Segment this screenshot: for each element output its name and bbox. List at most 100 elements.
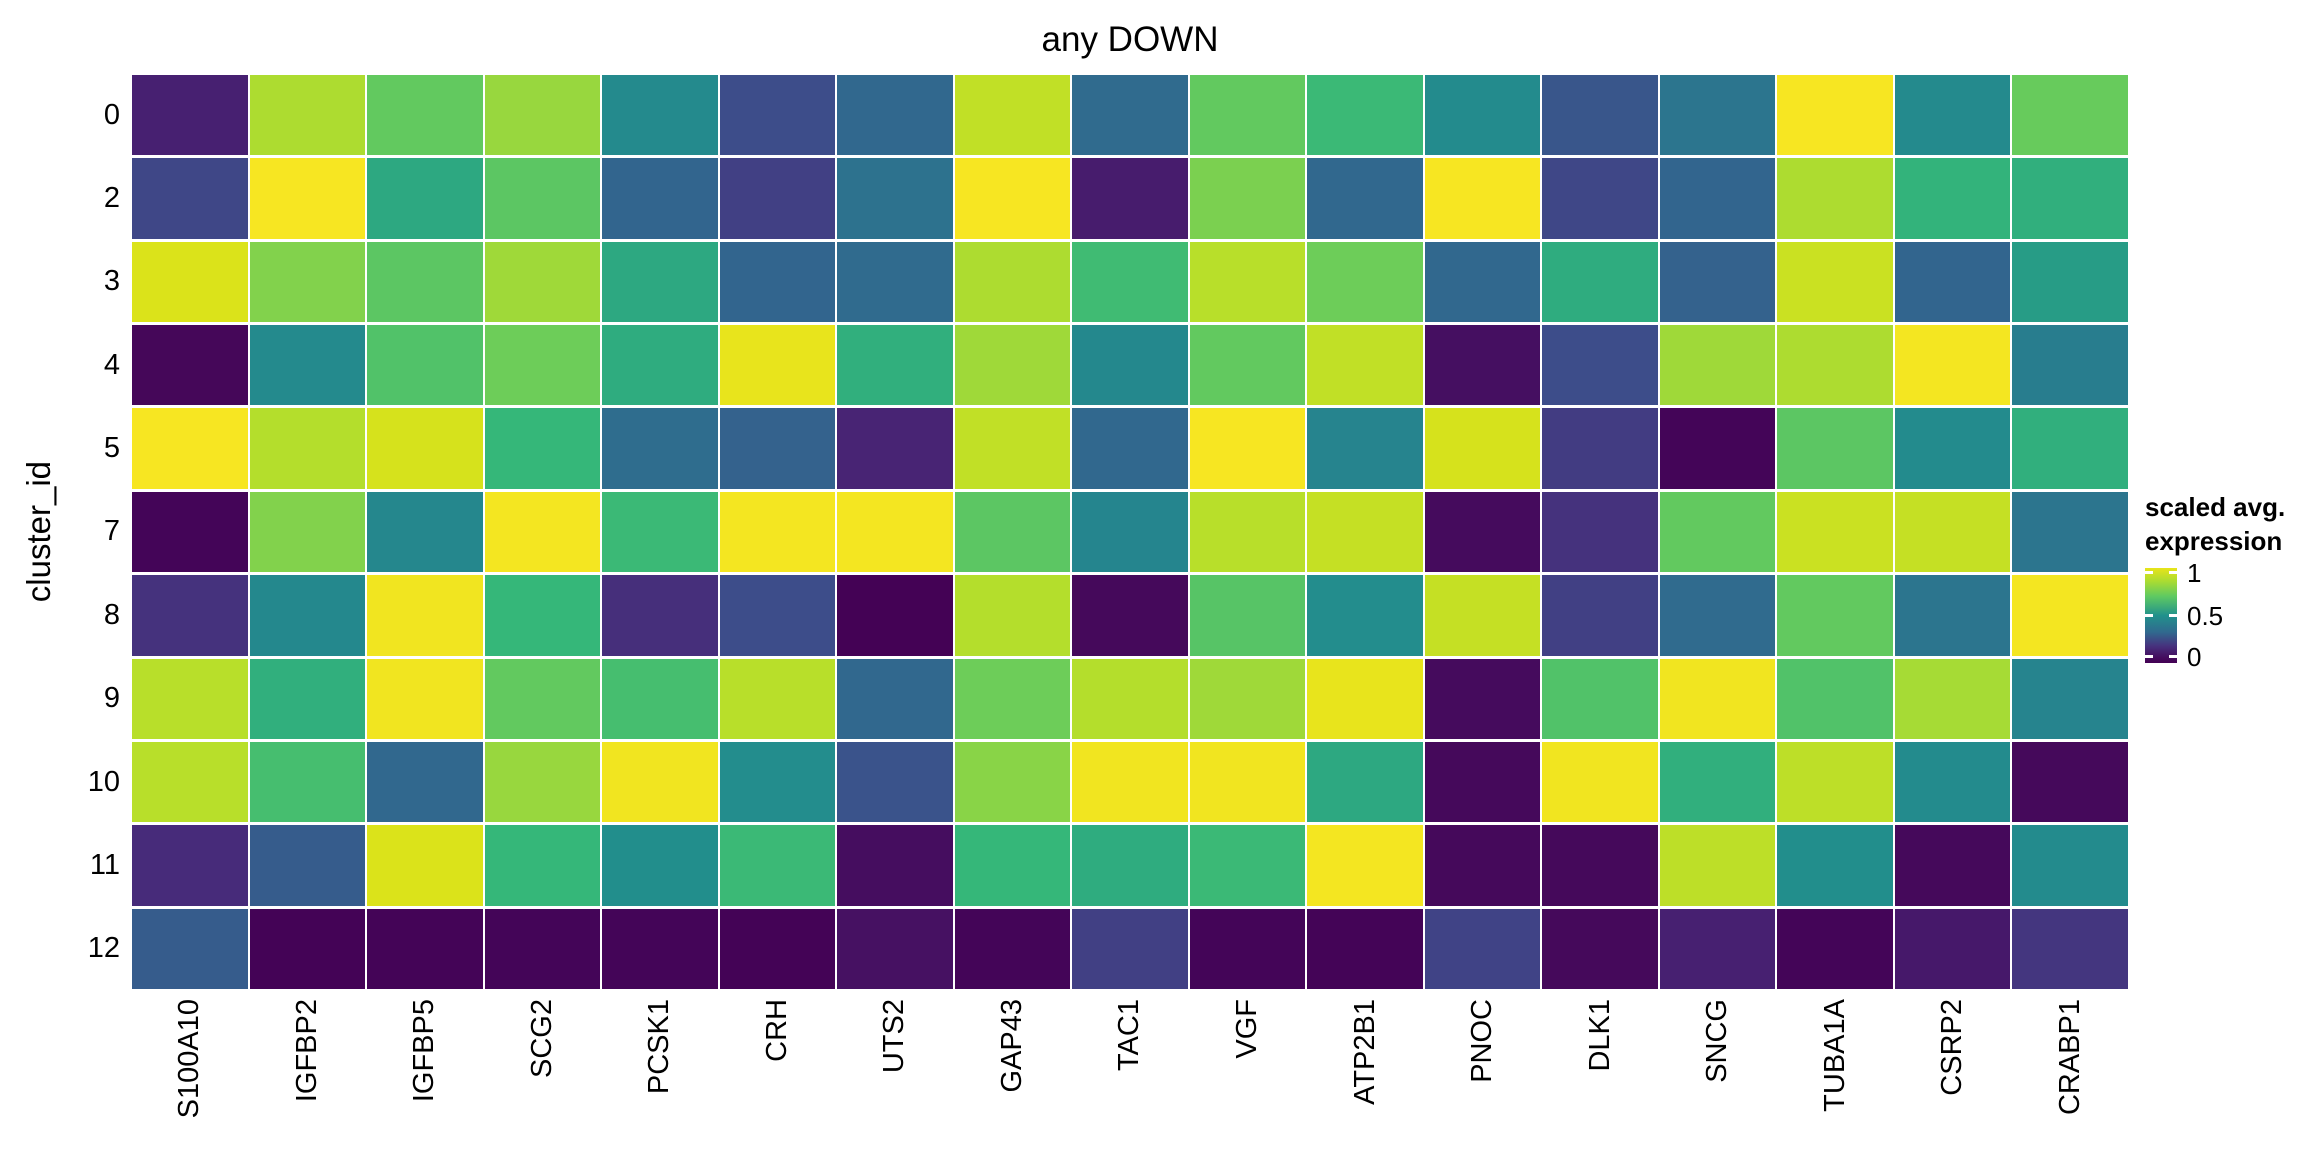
cell-cluster12-S100A10 <box>132 908 248 989</box>
cell-cluster7-TAC1 <box>1072 491 1188 573</box>
cell-cluster2-CRH <box>719 158 836 239</box>
cell-cluster7-IGFBP5 <box>367 491 483 573</box>
cell-cluster7-S100A10 <box>132 491 248 573</box>
y-tick-label-3: 3 <box>103 265 120 298</box>
cell-cluster10-SCG2 <box>484 741 601 823</box>
cell-cluster9-CRABP1 <box>2012 658 2128 739</box>
cell-cluster12-CRH <box>719 908 836 989</box>
cell-cluster2-CRABP1 <box>2012 158 2128 239</box>
cell-cluster7-PNOC <box>1424 491 1541 573</box>
cell-cluster0-CRH <box>719 75 836 156</box>
cell-cluster9-CSRP2 <box>1894 658 2011 739</box>
cell-cluster4-CRH <box>719 325 836 406</box>
cell-cluster11-S100A10 <box>132 825 248 906</box>
cell-cluster10-CRABP1 <box>2012 741 2128 823</box>
cell-cluster4-UTS2 <box>837 325 953 406</box>
y-axis-tick-labels: 0 2 3 4 5 7 8 9 10 11 12 <box>0 75 120 989</box>
cell-cluster12-TUBA1A <box>1777 908 1893 989</box>
cell-cluster3-TAC1 <box>1072 241 1188 323</box>
cell-cluster5-IGFBP2 <box>249 408 366 489</box>
cell-cluster4-VGF <box>1189 325 1306 406</box>
x-tick-label-PCSK1: PCSK1 <box>643 999 676 1095</box>
cell-cluster0-CSRP2 <box>1894 75 2011 156</box>
cell-cluster12-IGFBP5 <box>367 908 483 989</box>
cell-cluster12-VGF <box>1189 908 1306 989</box>
cell-cluster4-SNCG <box>1659 325 1776 406</box>
cell-cluster0-CRABP1 <box>2012 75 2128 156</box>
cell-cluster3-UTS2 <box>837 241 953 323</box>
cell-cluster11-CSRP2 <box>1894 825 2011 906</box>
cell-cluster5-TUBA1A <box>1777 408 1893 489</box>
cell-cluster11-SNCG <box>1659 825 1776 906</box>
y-tick-label-10: 10 <box>87 765 120 798</box>
cell-cluster10-VGF <box>1189 741 1306 823</box>
x-tick-IGFBP2: IGFBP2 <box>250 999 366 1151</box>
cell-cluster10-ATP2B1 <box>1307 741 1423 823</box>
cell-cluster0-IGFBP5 <box>367 75 483 156</box>
y-tick-label-2: 2 <box>103 182 120 215</box>
legend-tick-label-1: 1 <box>2187 557 2202 588</box>
cell-cluster7-SNCG <box>1659 491 1776 573</box>
cell-cluster9-DLK1 <box>1542 658 1658 739</box>
cell-cluster2-GAP43 <box>954 158 1071 239</box>
cell-cluster2-S100A10 <box>132 158 248 239</box>
cell-cluster8-CSRP2 <box>1894 575 2011 656</box>
cell-cluster8-S100A10 <box>132 575 248 656</box>
cell-cluster9-IGFBP5 <box>367 658 483 739</box>
x-tick-label-GAP43: GAP43 <box>995 999 1028 1093</box>
x-tick-label-S100A10: S100A10 <box>173 999 206 1119</box>
cell-cluster11-TAC1 <box>1072 825 1188 906</box>
cell-cluster8-SCG2 <box>484 575 601 656</box>
cell-cluster8-IGFBP5 <box>367 575 483 656</box>
x-tick-label-IGFBP2: IGFBP2 <box>290 999 323 1103</box>
y-tick-label-9: 9 <box>103 682 120 715</box>
x-tick-label-CRABP1: CRABP1 <box>2053 999 2086 1116</box>
cell-cluster3-CRABP1 <box>2012 241 2128 323</box>
cell-cluster12-TAC1 <box>1072 908 1188 989</box>
x-tick-label-IGFBP5: IGFBP5 <box>408 999 441 1103</box>
cell-cluster0-GAP43 <box>954 75 1071 156</box>
cell-cluster11-CRABP1 <box>2012 825 2128 906</box>
cell-cluster3-ATP2B1 <box>1307 241 1423 323</box>
cell-cluster5-ATP2B1 <box>1307 408 1423 489</box>
cell-cluster4-PCSK1 <box>602 325 718 406</box>
cell-cluster7-UTS2 <box>837 491 953 573</box>
cell-cluster11-IGFBP2 <box>249 825 366 906</box>
cell-cluster10-GAP43 <box>954 741 1071 823</box>
x-tick-label-CRH: CRH <box>760 999 793 1062</box>
cell-cluster0-IGFBP2 <box>249 75 366 156</box>
cell-cluster10-IGFBP5 <box>367 741 483 823</box>
cell-cluster9-TAC1 <box>1072 658 1188 739</box>
cell-cluster2-TUBA1A <box>1777 158 1893 239</box>
y-tick-label-7: 7 <box>103 515 120 548</box>
cell-cluster7-SCG2 <box>484 491 601 573</box>
cell-cluster0-PCSK1 <box>602 75 718 156</box>
cell-cluster0-ATP2B1 <box>1307 75 1423 156</box>
x-tick-label-ATP2B1: ATP2B1 <box>1348 999 1381 1105</box>
cell-cluster10-IGFBP2 <box>249 741 366 823</box>
cell-cluster5-CSRP2 <box>1894 408 2011 489</box>
cell-cluster9-PNOC <box>1424 658 1541 739</box>
cell-cluster2-SNCG <box>1659 158 1776 239</box>
cell-cluster8-ATP2B1 <box>1307 575 1423 656</box>
cell-cluster5-CRABP1 <box>2012 408 2128 489</box>
cell-cluster3-PNOC <box>1424 241 1541 323</box>
cell-cluster9-CRH <box>719 658 836 739</box>
x-tick-PNOC: PNOC <box>1425 999 1541 1151</box>
cell-cluster4-SCG2 <box>484 325 601 406</box>
cell-cluster4-PNOC <box>1424 325 1541 406</box>
cell-cluster0-UTS2 <box>837 75 953 156</box>
x-tick-VGF: VGF <box>1190 999 1306 1151</box>
cell-cluster4-IGFBP2 <box>249 325 366 406</box>
cell-cluster11-TUBA1A <box>1777 825 1893 906</box>
legend-tick-mark-1 <box>2145 571 2153 575</box>
cell-cluster4-S100A10 <box>132 325 248 406</box>
cell-cluster7-TUBA1A <box>1777 491 1893 573</box>
cell-cluster4-GAP43 <box>954 325 1071 406</box>
cell-cluster9-GAP43 <box>954 658 1071 739</box>
legend-title: scaled avg. expression <box>2145 490 2303 558</box>
x-tick-label-SNCG: SNCG <box>1701 999 1734 1083</box>
cell-cluster0-TUBA1A <box>1777 75 1893 156</box>
cell-cluster9-VGF <box>1189 658 1306 739</box>
